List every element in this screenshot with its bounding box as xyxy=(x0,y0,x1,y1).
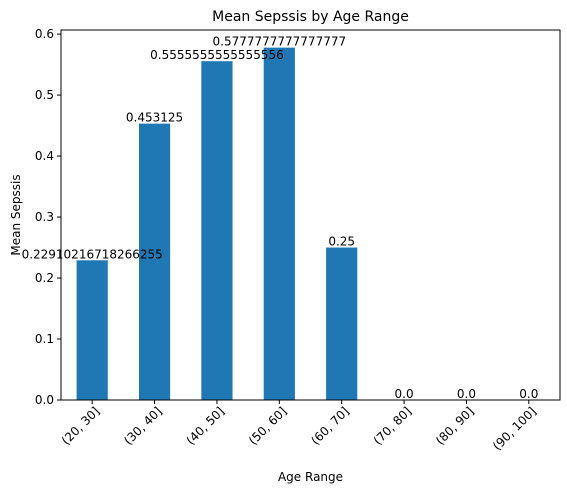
bar xyxy=(201,61,233,401)
x-tick-label: (90, 100] xyxy=(490,404,539,453)
x-tick-label: (20, 30] xyxy=(59,404,103,448)
bars-group xyxy=(76,47,358,401)
x-tick-label: (80, 90] xyxy=(433,404,477,448)
x-tick-label: (50, 60] xyxy=(246,404,290,448)
plot-frame xyxy=(60,29,561,401)
bar-value-label: 0.0 xyxy=(395,387,414,401)
y-tick-label: 0.1 xyxy=(35,332,54,346)
x-axis-label: Age Range xyxy=(278,470,343,484)
y-tick-label: 0.0 xyxy=(35,393,54,407)
x-tick-label: (70, 80] xyxy=(371,404,415,448)
data-labels-group: 0.22910216718266255 0.453125 0.55555555555… xyxy=(22,35,539,401)
bar xyxy=(263,47,295,401)
x-tick-label: (30, 40] xyxy=(121,404,165,448)
bar xyxy=(138,123,171,401)
y-tick-label: 0.2 xyxy=(35,271,54,285)
bar-value-label: 0.5555555555555556 xyxy=(150,48,284,62)
y-axis: 0.0 0.1 0.2 0.3 0.4 0.5 0.6 xyxy=(35,27,61,407)
y-axis-label: Mean Sepssis xyxy=(9,174,23,255)
y-tick-label: 0.5 xyxy=(35,88,54,102)
chart-title: Mean Sepssis by Age Range xyxy=(212,9,409,25)
y-tick-label: 0.4 xyxy=(35,149,54,163)
x-tick-label: (40, 50] xyxy=(184,404,228,448)
bar-value-label: 0.453125 xyxy=(126,111,183,125)
bar-value-label: 0.22910216718266255 xyxy=(22,247,163,261)
bar-value-label: 0.0 xyxy=(519,387,538,401)
bar-value-label: 0.5777777777777777 xyxy=(213,35,347,49)
bar xyxy=(326,247,358,400)
x-tick-label: (60, 70] xyxy=(308,404,352,448)
bar-value-label: 0.0 xyxy=(457,387,476,401)
bar xyxy=(76,260,108,400)
y-tick-label: 0.3 xyxy=(35,210,54,224)
x-axis: (20, 30] (30, 40] (40, 50] (50, 60] (60, 70]… xyxy=(59,400,539,453)
y-tick-label: 0.6 xyxy=(35,27,54,41)
bar-value-label: 0.25 xyxy=(328,235,355,249)
